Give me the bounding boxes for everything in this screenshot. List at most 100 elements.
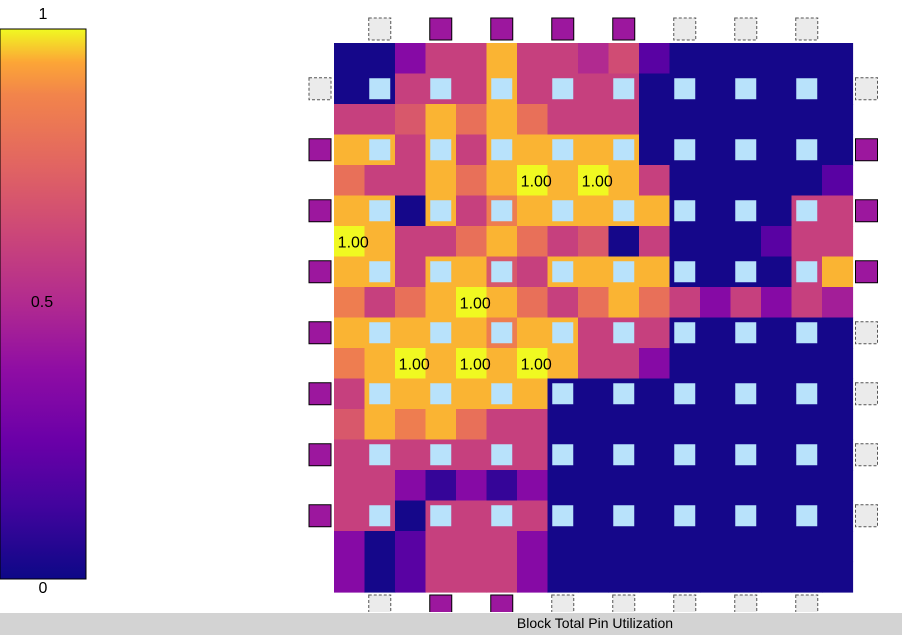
heatmap-cell [425, 348, 457, 380]
heatmap-cell [486, 226, 518, 258]
clb-site [369, 444, 391, 466]
heatmap-cell [700, 378, 732, 410]
heatmap-cell [761, 104, 793, 136]
heatmap-cell [822, 134, 854, 166]
heatmap-cell [700, 195, 732, 227]
heatmap-cell [456, 500, 488, 532]
heatmap-cell [669, 348, 701, 380]
heatmap-cell [456, 226, 488, 258]
clb-site [796, 261, 818, 283]
heatmap-cell [486, 348, 518, 380]
heatmap-cell [639, 470, 671, 502]
heatmap-cell [456, 195, 488, 227]
heatmap-cell [456, 470, 488, 502]
heatmap-cell [822, 287, 854, 319]
heatmap-cell [639, 226, 671, 258]
heatmap-cell [334, 73, 366, 105]
heatmap-cell [517, 226, 549, 258]
heatmap-cell [395, 104, 427, 136]
heatmap-cell [761, 256, 793, 288]
heatmap-cell [334, 470, 366, 502]
heatmap-cell [608, 165, 640, 197]
io-pin-used [855, 199, 878, 223]
heatmap-cell [547, 104, 579, 136]
heatmap-cell [425, 470, 457, 502]
heatmap-cell [425, 409, 457, 441]
heatmap-cell [517, 43, 549, 75]
io-pin-unused [673, 594, 697, 612]
heatmap-cell [791, 348, 823, 380]
heatmap-cell [395, 256, 427, 288]
heatmap-cell [395, 439, 427, 471]
heatmap-cell [639, 256, 671, 288]
heatmap-cell [700, 256, 732, 288]
clb-site [735, 261, 757, 283]
heatmap-cell [761, 470, 793, 502]
heatmap-cell [639, 378, 671, 410]
heatmap-cell [730, 43, 762, 75]
io-pin-used [308, 199, 332, 223]
clb-site [674, 505, 696, 527]
clb-site [613, 200, 635, 222]
heatmap-cell [822, 104, 854, 136]
heatmap-cell [761, 73, 793, 105]
heatmap-cell [364, 104, 396, 136]
heatmap-cell [334, 104, 366, 136]
heatmap-cell [364, 561, 396, 593]
heatmap-cell [334, 439, 366, 471]
heatmap-cell [822, 470, 854, 502]
heatmap-cell [425, 287, 457, 319]
heatmap-cell [334, 226, 366, 258]
heatmap-cell [700, 104, 732, 136]
clb-site [552, 505, 574, 527]
heatmap-cell [578, 531, 610, 563]
io-pin-unused [855, 321, 878, 345]
clb-site [369, 505, 391, 527]
heatmap-cell [730, 531, 762, 563]
clb-site [552, 383, 574, 405]
io-pin-unused [551, 594, 575, 612]
heatmap-cell [547, 561, 579, 593]
heatmap-cell [639, 348, 671, 380]
heatmap-cell [669, 226, 701, 258]
cell-annotation: 1.00 [399, 356, 430, 373]
heatmap-cell [425, 561, 457, 593]
heatmap-cell [334, 287, 366, 319]
clb-site [674, 444, 696, 466]
heatmap-cell [608, 43, 640, 75]
cell-annotations: 1.00 1.00 1.00 1.00 1.00 1.00 1.00 [338, 173, 613, 373]
clb-site [369, 322, 391, 344]
heatmap-cell [639, 531, 671, 563]
heatmap-cell [334, 165, 366, 197]
clb-site [674, 322, 696, 344]
io-pin-used [308, 260, 332, 284]
heatmap-cell [395, 500, 427, 532]
heatmap-cell [791, 470, 823, 502]
io-pin-used [612, 17, 636, 41]
heatmap-cell [456, 439, 488, 471]
heatmap-cell [578, 287, 610, 319]
heatmap-cell [608, 409, 640, 441]
clb-site [491, 200, 513, 222]
heatmap-cell [578, 104, 610, 136]
heatmap-cell [822, 43, 854, 75]
io-pin-used [429, 594, 453, 612]
heatmap-cell [334, 561, 366, 593]
clb-site [369, 383, 391, 405]
io-pins [308, 17, 878, 612]
heatmap-cell [700, 226, 732, 258]
clb-site [430, 200, 452, 222]
heatmap-cell [395, 470, 427, 502]
clb-site [613, 78, 635, 100]
heatmap-cell [700, 165, 732, 197]
heatmap-cell [608, 348, 640, 380]
heatmap-cell [425, 104, 457, 136]
heatmap-cell [669, 470, 701, 502]
heatmap-cell [761, 500, 793, 532]
heatmap-cell [578, 195, 610, 227]
heatmap-cell [791, 287, 823, 319]
heatmap-cell [761, 439, 793, 471]
clb-site [491, 383, 513, 405]
heatmap-cell [456, 348, 488, 380]
heatmap-cell [364, 43, 396, 75]
